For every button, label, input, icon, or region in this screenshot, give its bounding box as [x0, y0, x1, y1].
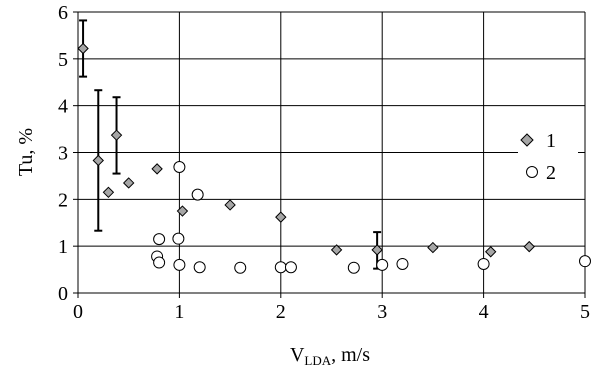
series-1-point [523, 240, 535, 253]
series-1-point [151, 163, 163, 175]
series-1-point [484, 246, 497, 258]
series-2-point [396, 257, 409, 270]
series-1-point [427, 241, 439, 254]
x-tick-label-4: 4 [479, 301, 489, 323]
y-tick-label-2: 2 [58, 189, 68, 211]
y-tick-label-3: 3 [58, 143, 68, 165]
y-tick-label-4: 4 [58, 96, 68, 118]
data-points [77, 42, 591, 274]
series-2-point [173, 161, 186, 174]
series-1-point [110, 129, 123, 141]
x-tick-label-3: 3 [377, 301, 387, 323]
series-1-point [176, 205, 189, 217]
series-2-point [477, 257, 490, 270]
y-axis-title: Tu, % [15, 128, 37, 176]
x-axis-title-suffix: , m/s [331, 344, 370, 366]
legend-label-2: 2 [546, 162, 556, 184]
series-2-point [153, 256, 166, 269]
series-2-point [234, 261, 247, 274]
legend-diamond-marker [520, 133, 534, 147]
x-tick-label-2: 2 [276, 301, 286, 323]
y-tick-label-6: 6 [58, 2, 68, 24]
series-1-point [330, 244, 343, 256]
series-2-point [173, 258, 186, 271]
y-tick-label-0: 0 [58, 283, 68, 305]
legend-circle-marker [526, 166, 538, 178]
y-tick-labels: 0 1 2 3 4 5 6 [58, 2, 68, 305]
series-1-point [371, 244, 383, 256]
series-2-point [284, 261, 297, 274]
x-tick-label-1: 1 [174, 301, 184, 323]
series-2-point [579, 255, 591, 268]
series-1-point [275, 211, 287, 223]
series-2-point [347, 261, 360, 274]
grid [78, 11, 586, 293]
x-axis-title-main: V [290, 344, 305, 366]
series-1-point [122, 177, 135, 189]
x-tick-labels: 0 1 2 3 4 5 [73, 301, 590, 323]
x-axis-title-sub: LDA [304, 353, 331, 368]
y-tick-label-5: 5 [58, 49, 68, 71]
series-2-point [274, 261, 287, 274]
series-2-point [191, 188, 204, 201]
series-2-point [376, 258, 389, 271]
x-axis-title: VLDA, m/s [290, 344, 370, 368]
series-2-point [193, 261, 206, 274]
legend-label-1: 1 [546, 130, 556, 152]
series-1-point [77, 42, 89, 55]
axes [73, 11, 586, 298]
x-tick-label-0: 0 [73, 301, 83, 323]
series-2-point [172, 232, 185, 245]
series-1-point [224, 199, 236, 211]
x-tick-label-5: 5 [580, 301, 590, 323]
series-1-point [102, 186, 115, 199]
series-1-point [92, 154, 104, 167]
y-tick-label-1: 1 [58, 236, 68, 258]
error-bars [79, 19, 382, 270]
legend: 1 2 [518, 125, 578, 191]
series-2-point [153, 233, 166, 246]
